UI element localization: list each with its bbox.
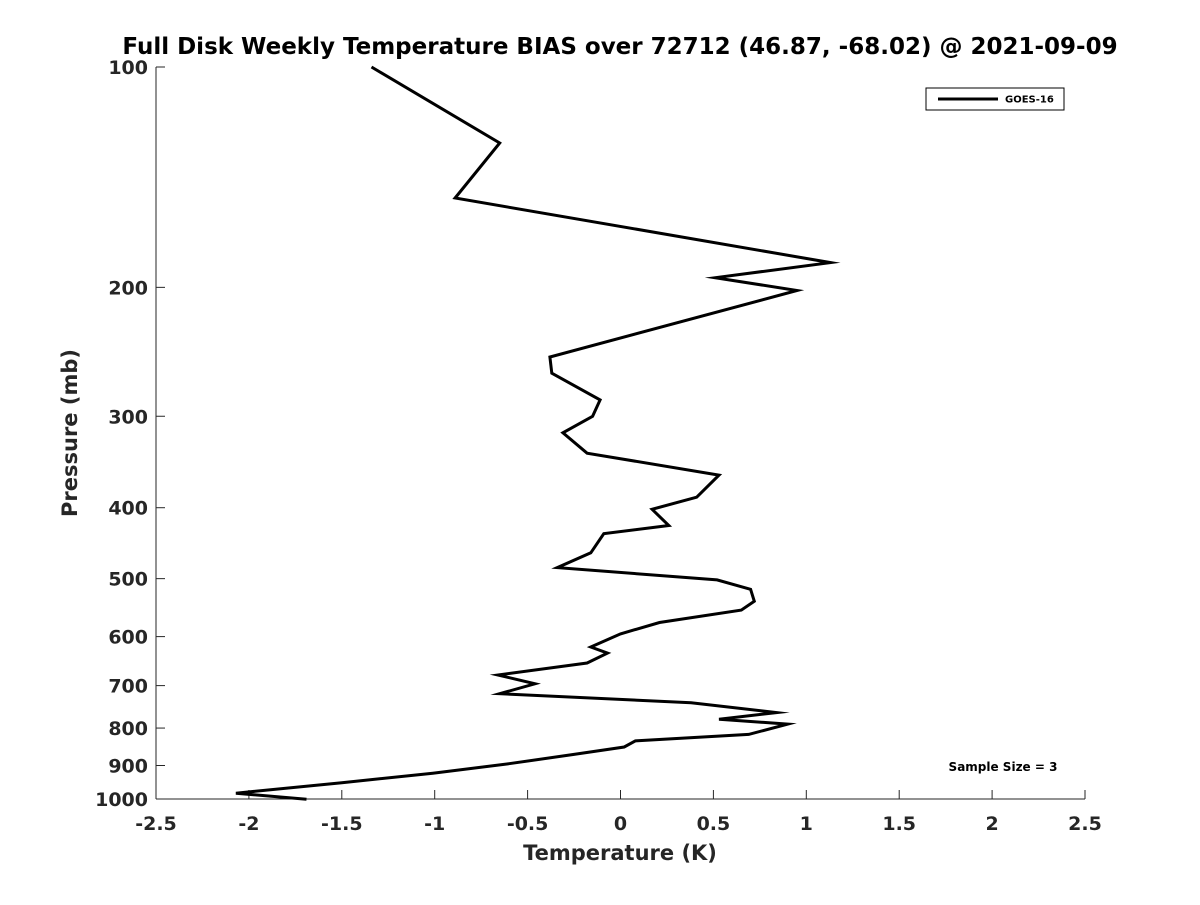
y-tick-label: 400	[108, 498, 148, 520]
y-tick-label: 500	[108, 569, 148, 591]
x-tick-label: -2	[238, 813, 259, 835]
x-tick-label: 2.5	[1068, 813, 1102, 835]
y-tick-label: 200	[108, 277, 148, 299]
sample-size-annotation: Sample Size = 3	[949, 760, 1058, 774]
x-tick-label: 0	[614, 813, 627, 835]
y-tick-label: 700	[108, 676, 148, 698]
y-tick-label: 600	[108, 627, 148, 649]
plot-area	[235, 65, 841, 801]
series-line-goes-16	[235, 65, 841, 801]
x-tick-label: 2	[985, 813, 998, 835]
y-tick-label: 800	[108, 718, 148, 740]
y-tick-label: 1000	[95, 789, 148, 811]
legend: GOES-16	[925, 87, 1065, 111]
x-tick-label: -2.5	[135, 813, 177, 835]
x-tick-label: 1.5	[882, 813, 916, 835]
legend-entry-label: GOES-16	[1005, 95, 1054, 106]
x-tick-label: -1.5	[321, 813, 363, 835]
y-axis-label: Pressure (mb)	[58, 349, 82, 517]
axes: -2.5 -2 -1.5 -1 -0.5 0 0.5 1 1.5 2 2.5 100 200 300 400…	[95, 57, 1102, 835]
x-tick-label: 0.5	[697, 813, 731, 835]
y-tick-label: 900	[108, 756, 148, 778]
x-tick-label: 1	[800, 813, 813, 835]
x-tick-label: -0.5	[507, 813, 549, 835]
x-axis-label: Temperature (K)	[523, 841, 717, 865]
y-tick-label: 300	[108, 406, 148, 428]
y-tick-label: 100	[108, 57, 148, 79]
chart-title: Full Disk Weekly Temperature BIAS over 7…	[122, 34, 1117, 60]
x-tick-label: -1	[424, 813, 445, 835]
